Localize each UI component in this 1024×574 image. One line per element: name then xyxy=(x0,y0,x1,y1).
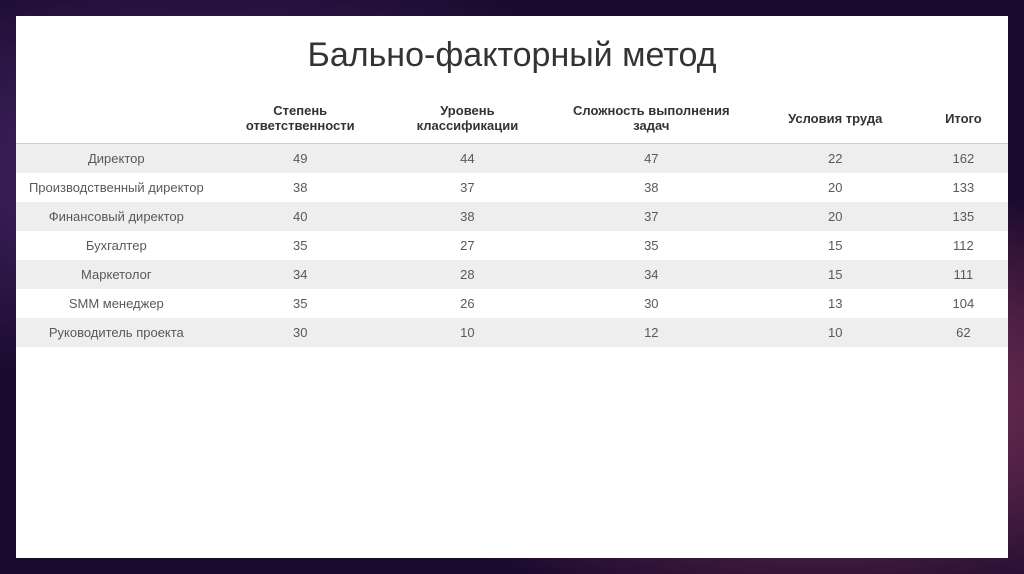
row-cell: 38 xyxy=(384,202,551,231)
header-total: Итого xyxy=(919,93,1008,144)
slide-title: Бально-факторный метод xyxy=(16,36,1008,75)
row-cell: 111 xyxy=(919,260,1008,289)
row-cell: 15 xyxy=(752,231,919,260)
row-cell: 26 xyxy=(384,289,551,318)
row-cell: 20 xyxy=(752,202,919,231)
slide-container: Бально-факторный метод Степень ответстве… xyxy=(16,16,1008,558)
table-row: Производственный директор 38 37 38 20 13… xyxy=(16,173,1008,202)
row-label: Директор xyxy=(16,144,217,174)
row-cell: 44 xyxy=(384,144,551,174)
table-row: Директор 49 44 47 22 162 xyxy=(16,144,1008,174)
table-header-row: Степень ответственности Уровень классифи… xyxy=(16,93,1008,144)
row-cell: 10 xyxy=(384,318,551,347)
table-row: Бухгалтер 35 27 35 15 112 xyxy=(16,231,1008,260)
row-cell: 35 xyxy=(217,289,384,318)
table-row: SMM менеджер 35 26 30 13 104 xyxy=(16,289,1008,318)
row-cell: 162 xyxy=(919,144,1008,174)
row-cell: 135 xyxy=(919,202,1008,231)
row-cell: 133 xyxy=(919,173,1008,202)
row-cell: 38 xyxy=(217,173,384,202)
table-row: Руководитель проекта 30 10 12 10 62 xyxy=(16,318,1008,347)
row-cell: 62 xyxy=(919,318,1008,347)
score-table: Степень ответственности Уровень классифи… xyxy=(16,93,1008,347)
row-cell: 47 xyxy=(551,144,752,174)
row-cell: 30 xyxy=(551,289,752,318)
row-label: Финансовый директор xyxy=(16,202,217,231)
row-cell: 35 xyxy=(551,231,752,260)
header-empty xyxy=(16,93,217,144)
row-cell: 13 xyxy=(752,289,919,318)
row-cell: 35 xyxy=(217,231,384,260)
row-cell: 15 xyxy=(752,260,919,289)
row-label: SMM менеджер xyxy=(16,289,217,318)
row-cell: 34 xyxy=(217,260,384,289)
row-cell: 49 xyxy=(217,144,384,174)
row-label: Руководитель проекта xyxy=(16,318,217,347)
table-row: Маркетолог 34 28 34 15 111 xyxy=(16,260,1008,289)
row-cell: 12 xyxy=(551,318,752,347)
header-conditions: Условия труда xyxy=(752,93,919,144)
row-cell: 37 xyxy=(551,202,752,231)
row-cell: 38 xyxy=(551,173,752,202)
row-cell: 27 xyxy=(384,231,551,260)
row-label: Производственный директор xyxy=(16,173,217,202)
row-label: Маркетолог xyxy=(16,260,217,289)
row-cell: 28 xyxy=(384,260,551,289)
header-complexity: Сложность выполнения задач xyxy=(551,93,752,144)
row-cell: 10 xyxy=(752,318,919,347)
table-row: Финансовый директор 40 38 37 20 135 xyxy=(16,202,1008,231)
row-label: Бухгалтер xyxy=(16,231,217,260)
row-cell: 20 xyxy=(752,173,919,202)
row-cell: 34 xyxy=(551,260,752,289)
row-cell: 112 xyxy=(919,231,1008,260)
header-classification: Уровень классификации xyxy=(384,93,551,144)
table-body: Директор 49 44 47 22 162 Производственны… xyxy=(16,144,1008,348)
row-cell: 104 xyxy=(919,289,1008,318)
header-responsibility: Степень ответственности xyxy=(217,93,384,144)
row-cell: 37 xyxy=(384,173,551,202)
row-cell: 22 xyxy=(752,144,919,174)
row-cell: 30 xyxy=(217,318,384,347)
row-cell: 40 xyxy=(217,202,384,231)
